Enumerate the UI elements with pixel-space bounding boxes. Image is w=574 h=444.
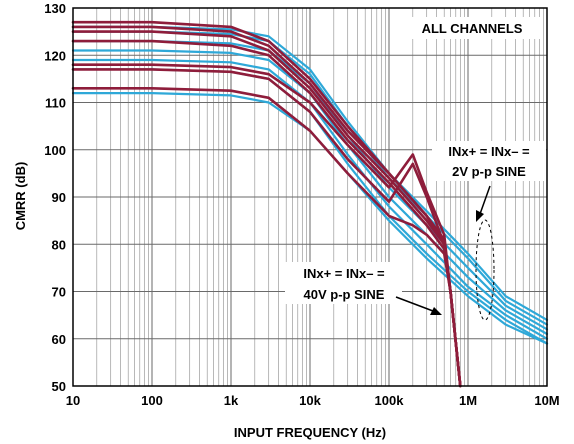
y-tick-label: 80 <box>52 237 66 252</box>
x-tick-label: 10 <box>66 393 80 408</box>
y-tick-label: 50 <box>52 379 66 394</box>
annotation-all-channels: ALL CHANNELS <box>422 21 523 36</box>
x-tick-labels: 10 100 1k 10k 100k 1M 10M <box>66 393 560 408</box>
x-tick-label: 10M <box>534 393 559 408</box>
y-tick-label: 60 <box>52 332 66 347</box>
y-tick-label: 70 <box>52 285 66 300</box>
annotation-40v-arrow <box>395 296 434 312</box>
annotation-2v-arrow <box>479 185 491 215</box>
x-tick-label: 100k <box>375 393 405 408</box>
plot-frame <box>72 7 548 387</box>
series-40v-line-12 <box>71 68 462 388</box>
series-40v-line-7 <box>71 20 462 388</box>
series-40v-group <box>71 20 462 388</box>
x-tick-label: 10k <box>299 393 321 408</box>
x-axis-label: INPUT FREQUENCY (Hz) <box>234 425 386 440</box>
annotation-40v-arrowhead <box>430 307 442 315</box>
annotation-2v-line2: 2V p-p SINE <box>452 164 526 179</box>
annotation-2v-bg <box>432 141 546 181</box>
series-2v-line-0 <box>71 25 549 321</box>
x-tick-label: 1M <box>459 393 477 408</box>
annotation-2v-arrowhead <box>476 210 484 222</box>
series-40v-line-8 <box>71 25 462 388</box>
x-tick-label: 1k <box>224 393 239 408</box>
series-2v-line-4 <box>71 58 549 340</box>
y-tick-label: 100 <box>44 143 66 158</box>
y-axis-label: CMRR (dB) <box>13 162 28 231</box>
annotation-40v-line1: INx+ = INx– = <box>303 266 385 281</box>
y-tick-label: 120 <box>44 48 66 63</box>
series-40v-line-13 <box>71 87 462 388</box>
annotation-all-channels-bg <box>405 17 540 39</box>
annotation-40v-bg <box>285 262 402 304</box>
series-40v-line-11 <box>71 63 462 388</box>
y-tick-labels: 50 60 70 80 90 100 110 120 130 <box>44 1 66 394</box>
y-tick-label: 110 <box>45 96 66 111</box>
y-tick-label: 90 <box>52 190 66 205</box>
annotation-40v-line2: 40V p-p SINE <box>304 287 385 302</box>
y-tick-label: 130 <box>44 1 66 16</box>
x-tick-label: 100 <box>141 393 163 408</box>
annotation-2v-ellipse <box>475 219 495 321</box>
annotation-2v-line1: INx+ = INx– = <box>448 144 530 159</box>
